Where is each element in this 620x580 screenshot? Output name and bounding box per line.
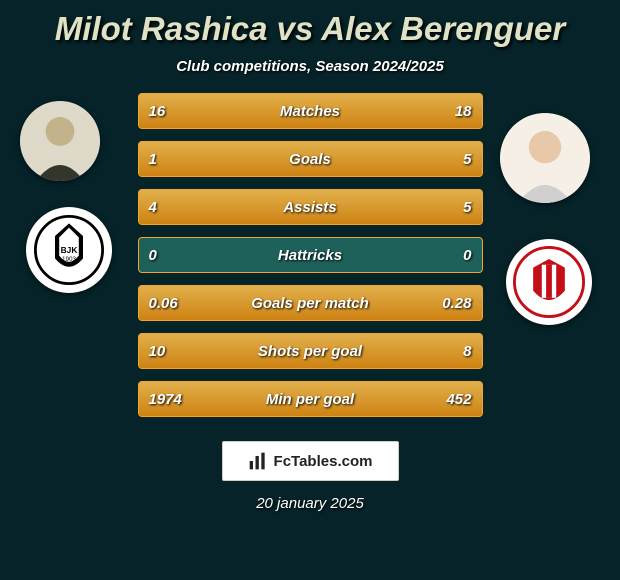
stat-label: Goals per match — [139, 286, 482, 320]
avatar-placeholder-icon — [500, 113, 590, 203]
stat-label: Matches — [139, 94, 482, 128]
club-right-badge — [506, 239, 592, 325]
comparison-stage: BJK 1903 1618Matches 15Goals 45Assists 00Ha… — [0, 93, 620, 417]
player-right-avatar — [500, 113, 590, 203]
brand-badge: FcTables.com — [222, 441, 399, 481]
bar-chart-icon — [248, 451, 268, 471]
svg-text:BJK: BJK — [61, 245, 78, 255]
footer-date: 20 january 2025 — [0, 495, 620, 512]
comparison-bars: 1618Matches 15Goals 45Assists 00Hattricks 0.… — [138, 93, 483, 417]
player-left-avatar — [20, 101, 100, 181]
stat-label: Hattricks — [139, 238, 482, 272]
shield-icon — [513, 246, 585, 318]
page-title: Milot Rashica vs Alex Berenguer — [0, 0, 620, 48]
club-left-badge: BJK 1903 — [26, 207, 112, 293]
stat-label: Goals — [139, 142, 482, 176]
stat-row: 1618Matches — [138, 93, 483, 129]
stat-row: 108Shots per goal — [138, 333, 483, 369]
stat-row: 15Goals — [138, 141, 483, 177]
svg-text:1903: 1903 — [62, 256, 77, 263]
stat-label: Min per goal — [139, 382, 482, 416]
stat-row: 0.060.28Goals per match — [138, 285, 483, 321]
avatar-placeholder-icon — [20, 101, 100, 181]
page-subtitle: Club competitions, Season 2024/2025 — [0, 58, 620, 75]
stat-row: 00Hattricks — [138, 237, 483, 273]
stat-row: 45Assists — [138, 189, 483, 225]
stat-label: Assists — [139, 190, 482, 224]
stat-row: 1974452Min per goal — [138, 381, 483, 417]
brand-text: FcTables.com — [274, 453, 373, 470]
shield-icon: BJK 1903 — [34, 215, 104, 285]
stat-label: Shots per goal — [139, 334, 482, 368]
